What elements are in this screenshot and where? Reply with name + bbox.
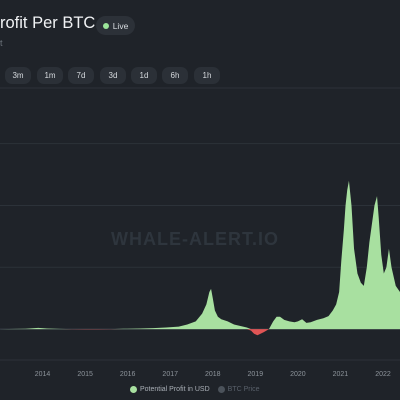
- legend-swatch-profit-icon: [130, 386, 137, 393]
- legend-item-btc-price[interactable]: BTC Price: [217, 386, 260, 393]
- series-area-positive: [0, 180, 400, 330]
- x-axis-ticks: 2014 2015 2016 2017 2018 2019 2020 2021 2022: [35, 371, 391, 378]
- legend-swatch-btc-price-icon: [217, 386, 225, 393]
- area-series: [0, 180, 400, 336]
- live-badge[interactable]: Live: [96, 16, 135, 35]
- range-button-1h[interactable]: 1h: [194, 67, 220, 84]
- x-tick-label: 2020: [290, 371, 306, 378]
- range-button-3d[interactable]: 3d: [100, 67, 126, 84]
- x-tick-label: 2016: [120, 371, 136, 378]
- legend-label-profit: Potential Profit in USD: [140, 386, 210, 393]
- chart-legend: Potential Profit in USD BTC Price: [130, 386, 260, 393]
- live-label: Live: [112, 20, 129, 31]
- legend-label-btc-price: BTC Price: [227, 386, 260, 393]
- x-tick-label: 2015: [77, 371, 93, 378]
- range-button-1d[interactable]: 1d: [131, 67, 157, 84]
- range-button-3m[interactable]: 3m: [5, 67, 31, 84]
- x-tick-label: 2018: [205, 371, 221, 378]
- x-tick-label: 2022: [375, 371, 391, 378]
- range-button-1m[interactable]: 1m: [37, 67, 63, 84]
- x-tick-label: 2017: [162, 371, 178, 378]
- x-tick-label: 2014: [35, 371, 51, 378]
- range-button-6h[interactable]: 6h: [162, 67, 188, 84]
- page-title: rofit Per BTC: [0, 14, 96, 32]
- watermark: WHALE-ALERT.IO: [111, 229, 279, 249]
- range-button-7d[interactable]: 7d: [68, 67, 94, 84]
- x-tick-label: 2021: [333, 371, 349, 378]
- series-area-negative: [0, 329, 400, 336]
- page-title-tail: t: [0, 38, 3, 48]
- live-dot-icon: [102, 22, 109, 29]
- legend-item-profit[interactable]: Potential Profit in USD: [130, 386, 210, 393]
- x-tick-label: 2019: [248, 371, 264, 378]
